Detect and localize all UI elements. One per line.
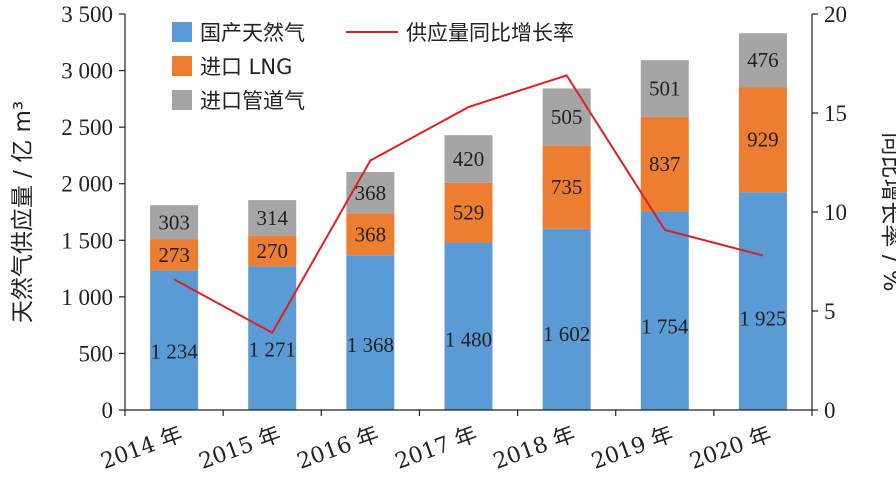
- data-label: 735: [551, 175, 583, 199]
- bar-segment-1: [346, 255, 395, 410]
- data-label: 505: [551, 105, 583, 129]
- left-axis-tick-label: 1 500: [61, 228, 113, 253]
- bar-segment-1: [444, 242, 493, 410]
- bar-segment-3: [248, 200, 297, 236]
- bar-segment-3: [640, 60, 689, 117]
- bar-segment-2: [542, 145, 591, 229]
- legend-swatch: [172, 90, 192, 110]
- right-axis-tick-label: 5: [824, 299, 836, 324]
- growth-line-layer: [173, 74, 764, 335]
- data-label: 1 234: [150, 339, 198, 363]
- bar-segment-3: [444, 135, 493, 183]
- x-axis-tick-label: 2020 年: [687, 422, 775, 475]
- left-axis-tick-label: 2 500: [61, 115, 113, 140]
- bar-segment-2: [248, 235, 297, 267]
- data-label: 270: [256, 239, 288, 263]
- legend-label: 供应量同比增长率: [406, 21, 574, 45]
- x-axis-tick-label: 2017 年: [392, 422, 480, 475]
- right-axis-tick-label: 20: [824, 2, 847, 27]
- data-label: 476: [747, 48, 779, 72]
- left-axis-tick-label: 1 000: [61, 285, 113, 310]
- right-axis-tick-label: 15: [824, 101, 847, 126]
- right-axis-tick-label: 0: [824, 398, 836, 423]
- left-axis-tick-label: 2 000: [61, 172, 113, 197]
- data-label: 368: [355, 222, 387, 246]
- right-axis-tick-label: 10: [824, 200, 847, 225]
- data-label: 1 754: [641, 315, 689, 339]
- legend-label: 国产天然气: [200, 21, 305, 45]
- data-label: 420: [453, 147, 485, 171]
- bar-segment-1: [542, 228, 591, 410]
- data-label: 273: [158, 243, 190, 267]
- data-label: 501: [649, 77, 681, 101]
- data-label: 303: [158, 210, 190, 234]
- x-axis-tick-label: 2015 年: [196, 422, 284, 475]
- left-axis-tick-label: 3 500: [61, 2, 113, 27]
- data-label: 1 271: [249, 338, 296, 362]
- x-axis-tick-label: 2018 年: [490, 422, 578, 475]
- left-axis-tick-label: 500: [79, 341, 114, 366]
- bar-segment-3: [346, 171, 395, 214]
- bar-segment-1: [738, 192, 787, 410]
- data-label: 1 480: [445, 328, 492, 352]
- right-axis-title: 同比增长率 / %: [878, 132, 896, 291]
- data-label: 1 925: [739, 307, 786, 331]
- legend-swatch: [172, 22, 192, 42]
- data-label: 929: [747, 128, 779, 152]
- left-axis-tick-label: 3 000: [61, 59, 113, 84]
- data-label: 1 368: [347, 333, 394, 357]
- x-axis-tick-label: 2019 年: [588, 422, 676, 475]
- data-label: 368: [355, 181, 387, 205]
- legend-label: 进口管道气: [200, 89, 305, 113]
- data-label: 314: [256, 206, 288, 230]
- bar-segment-2: [444, 182, 493, 243]
- legend-label: 进口 LNG: [200, 55, 292, 79]
- bar-segment-2: [346, 213, 395, 256]
- bar-segment-3: [738, 33, 787, 88]
- left-axis-title: 天然气供应量 / 亿 m³: [10, 101, 36, 323]
- data-label: 837: [649, 152, 681, 176]
- bars-layer: 1 234 273 303 1 271 270 314 1 368 368 368 1 480 52…: [150, 33, 787, 410]
- bar-segment-3: [150, 205, 199, 240]
- left-axis-tick-label: 0: [102, 398, 114, 423]
- data-label: 529: [453, 201, 485, 225]
- bar-segment-1: [640, 211, 689, 410]
- x-axis-tick-label: 2016 年: [294, 422, 382, 475]
- bar-segment-1: [150, 270, 199, 410]
- bar-segment-1: [248, 266, 297, 410]
- bar-segment-2: [640, 116, 689, 212]
- x-axis-tick-label: 2014 年: [98, 422, 186, 475]
- legend-swatch: [172, 56, 192, 76]
- bar-segment-2: [738, 87, 787, 193]
- data-label: 1 602: [543, 322, 590, 346]
- bar-segment-3: [542, 88, 591, 146]
- bar-segment-2: [150, 239, 199, 271]
